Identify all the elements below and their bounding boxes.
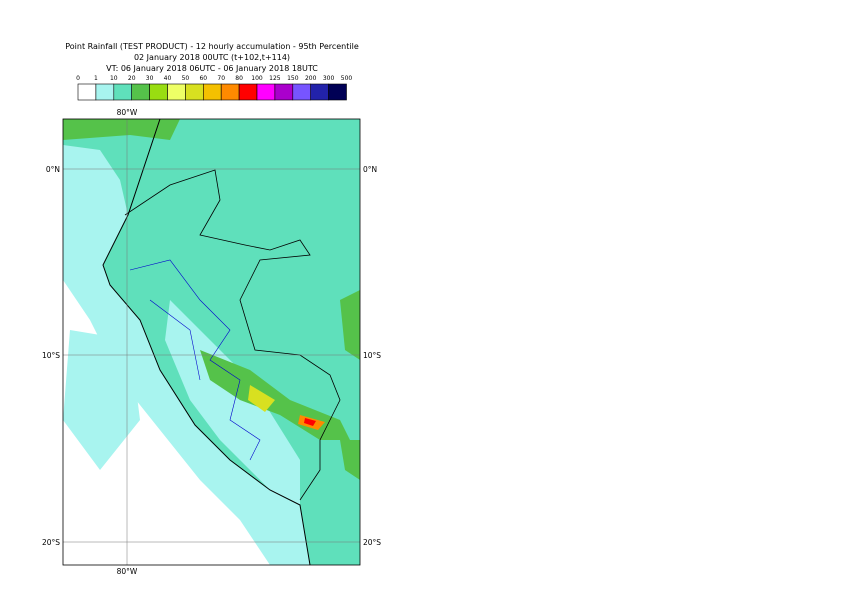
legend: 0 1 10 20 30 40 50 60 70 80 100 125 150 200 300 500 [76,75,353,101]
legend-label: 300 [323,75,335,82]
region-border [129,259,261,461]
legend-swatch [203,83,222,101]
legend-label: 500 [341,75,353,82]
legend-label: 50 [182,75,190,82]
lon-label: 80°W [117,567,138,576]
title-line: 02 January 2018 00UTC (t+102,t+114) [134,53,290,62]
lon-label: 80°W [117,108,138,117]
legend-label: 125 [269,75,281,82]
legend-label: 40 [164,75,172,82]
lat-label: 10°S [363,351,381,360]
title-line: Point Rainfall (TEST PRODUCT) - 12 hourl… [65,42,359,51]
lat-label: 20°S [42,538,60,547]
map [63,119,360,565]
coastline [102,119,311,565]
legend-label: 20 [128,75,136,82]
legend-swatch [292,83,311,101]
legend-label: 30 [146,75,154,82]
border [124,169,341,501]
legend-swatch [95,83,115,101]
legend-swatch [167,83,186,101]
legend-label: 100 [251,75,263,82]
lat-label: 10°S [42,351,60,360]
legend-label: 80 [235,75,243,82]
legend-swatch [131,83,150,101]
legend-swatch [328,83,347,101]
legend-label: 150 [287,75,299,82]
rain-area [304,418,316,426]
rain-area [200,350,350,440]
ocean-rain [63,150,140,470]
legend-label: 10 [110,75,118,82]
legend-label: 200 [305,75,317,82]
rain-area [340,290,360,480]
lat-label: 0°N [46,165,60,174]
legend-swatch [77,83,97,101]
lat-label: 0°N [363,165,377,174]
legend-swatch [256,83,276,101]
lat-label: 20°S [363,538,381,547]
legend-swatch [185,83,204,101]
legend-swatch [220,83,240,101]
legend-swatch [113,83,133,101]
legend-swatch [274,83,294,101]
legend-swatch [238,83,258,101]
title: Point Rainfall (TEST PRODUCT) - 12 hourl… [65,42,359,73]
title-line: VT: 06 January 2018 06UTC - 06 January 2… [106,64,318,73]
legend-label: 0 [76,75,80,82]
map-frame [62,118,361,566]
rain-area [63,119,180,140]
legend-label: 1 [94,75,98,82]
legend-label: 60 [199,75,207,82]
legend-swatch [310,83,329,101]
legend-swatch [149,83,168,101]
legend-label: 70 [217,75,225,82]
rain-area [248,385,275,412]
